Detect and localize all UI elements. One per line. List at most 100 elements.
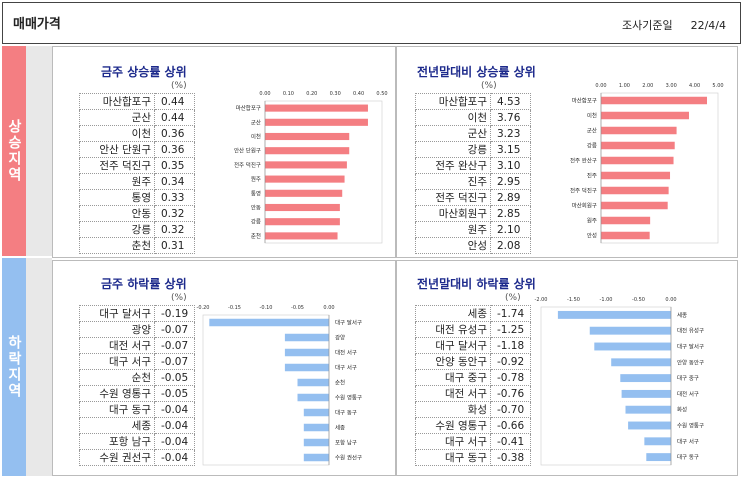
bar — [303, 423, 329, 432]
panel-weekly-fall: 금주 하락률 상위 (%) 대구 달서구 -0.19 광양 -0.07 대전 서구 -0.… — [52, 260, 396, 476]
category-label: 대전 서구 — [677, 390, 699, 398]
unit-label: (%) — [171, 81, 187, 91]
change-value: -0.19 — [154, 305, 195, 322]
bar — [303, 453, 329, 462]
tick-label: 2.00 — [642, 83, 653, 89]
table-row: 안산 단원구 0.36 — [79, 141, 195, 158]
category-label: 전주 덕진구 — [570, 187, 597, 195]
table-row: 군산 0.44 — [79, 109, 195, 126]
category-label: 마산회원구 — [572, 202, 597, 210]
tick-label: -0.10 — [260, 305, 273, 311]
panel-title: 금주 상승률 상위 — [101, 65, 187, 79]
bar — [265, 232, 338, 240]
category-label: 안산 단원구 — [234, 147, 261, 155]
change-value: -0.04 — [154, 401, 195, 418]
category-label: 원주 — [251, 175, 261, 183]
change-value: 3.10 — [490, 157, 531, 174]
region-name: 대전 서구 — [79, 337, 155, 354]
table-row: 강릉 3.15 — [415, 141, 531, 158]
change-value: -0.66 — [490, 417, 531, 434]
tick-label: 0.10 — [283, 91, 294, 97]
bar — [601, 141, 675, 150]
change-value: 2.95 — [490, 173, 531, 190]
table-row: 안양 동안구 -0.92 — [415, 353, 531, 370]
region-name: 대구 서구 — [79, 353, 155, 370]
panel-ytd-rise: 전년말대비 상승률 상위 (%) 마산합포구 4.53 이천 3.76 군산 3.23 강릉… — [396, 46, 738, 258]
region-name: 군산 — [415, 125, 491, 142]
bar — [265, 189, 343, 197]
table-row: 순천 -0.05 — [79, 369, 195, 386]
region-name: 포항 남구 — [79, 433, 155, 450]
tick-label: -1.00 — [600, 297, 613, 303]
table-row: 전주 덕진구 0.35 — [79, 157, 195, 174]
category-label: 통영 — [251, 189, 261, 197]
bar — [209, 318, 329, 327]
region-name: 수원 권선구 — [79, 449, 155, 466]
table-row: 진주 2.95 — [415, 173, 531, 190]
category-label: 광양 — [335, 334, 345, 342]
tick-label: -1.50 — [567, 297, 580, 303]
table-row: 군산 3.23 — [415, 125, 531, 142]
change-value: -1.25 — [490, 321, 531, 338]
category-label: 세종 — [677, 311, 687, 319]
bar — [303, 408, 329, 417]
category-label: 수원 영통구 — [335, 394, 362, 402]
page-title: 매매가격 — [13, 17, 61, 32]
region-name: 수원 영통구 — [79, 385, 155, 402]
region-name: 춘천 — [79, 237, 155, 254]
bar — [284, 363, 329, 372]
category-label: 수원 영통구 — [677, 422, 704, 430]
region-name: 안산 단원구 — [79, 141, 155, 158]
change-value: 0.31 — [154, 237, 195, 254]
change-value: -0.38 — [490, 449, 531, 466]
change-value: 0.36 — [154, 125, 195, 142]
category-label: 이천 — [251, 133, 261, 141]
table-row: 대구 중구 -0.78 — [415, 369, 531, 386]
bar — [284, 348, 329, 357]
category-label: 대구 서구 — [677, 437, 699, 445]
region-name: 이천 — [79, 125, 155, 142]
region-name: 통영 — [79, 189, 155, 206]
bar — [644, 437, 671, 446]
region-name: 강릉 — [415, 141, 491, 158]
region-name: 전주 덕진구 — [415, 189, 491, 206]
category-label: 마산합포구 — [572, 97, 597, 105]
table-row: 강릉 0.32 — [79, 221, 195, 238]
table-row: 대구 달서구 -1.18 — [415, 337, 531, 354]
table-row: 마산합포구 4.53 — [415, 93, 531, 110]
change-value: -0.04 — [154, 417, 195, 434]
change-value: -1.74 — [490, 305, 531, 322]
table-row: 세종 -1.74 — [415, 305, 531, 322]
change-value: 0.44 — [154, 93, 195, 110]
table-row: 화성 -0.70 — [415, 401, 531, 418]
change-value: 0.35 — [154, 157, 195, 174]
category-label: 대구 동구 — [335, 409, 357, 417]
category-label: 대구 달서구 — [335, 319, 362, 327]
bar — [297, 378, 329, 387]
table-row: 대구 서구 -0.07 — [79, 353, 195, 370]
bar — [265, 203, 340, 212]
change-value: 2.10 — [490, 221, 531, 238]
change-value: 0.33 — [154, 189, 195, 206]
category-label: 화성 — [677, 406, 687, 414]
panel-ytd-fall: 전년말대비 하락률 상위 (%) 세종 -1.74 대전 유성구 -1.25 대구 달서… — [396, 260, 738, 476]
category-label: 대전 유성구 — [677, 327, 704, 335]
change-value: -0.05 — [154, 385, 195, 402]
region-name: 마산합포구 — [79, 93, 155, 110]
change-value: 2.08 — [490, 237, 531, 254]
table-row: 마산합포구 0.44 — [79, 93, 195, 110]
rank-table: 마산합포구 0.44 군산 0.44 이천 0.36 안산 단원구 0.36 전주 덕진구 0.3… — [79, 93, 195, 254]
table-row: 대전 서구 -0.76 — [415, 385, 531, 402]
panel-title: 금주 하락률 상위 — [101, 277, 187, 291]
category-label: 전주 완산구 — [570, 157, 597, 165]
panel-weekly-rise: 금주 상승률 상위 (%) 마산합포구 0.44 군산 0.44 이천 0.36 안산 단원… — [52, 46, 396, 258]
region-name: 원주 — [79, 173, 155, 190]
change-value: 3.76 — [490, 109, 531, 126]
table-row: 수원 권선구 -0.04 — [79, 449, 195, 466]
region-name: 안동 — [79, 205, 155, 222]
bar — [265, 132, 350, 141]
tick-label: 0.00 — [665, 297, 676, 303]
category-label: 순천 — [335, 379, 345, 387]
